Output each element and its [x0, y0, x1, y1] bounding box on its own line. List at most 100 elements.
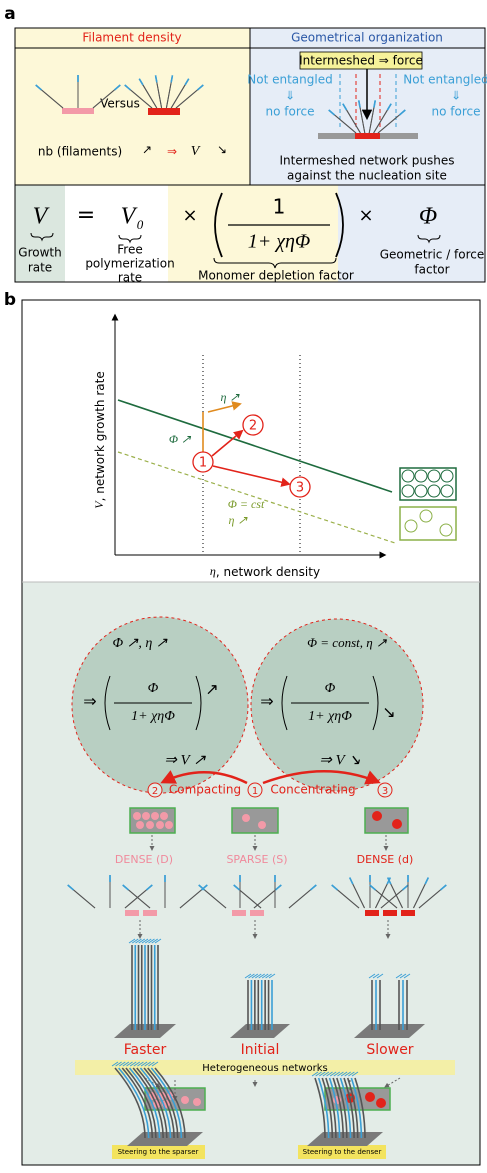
dot — [365, 1092, 375, 1102]
marker-label: 2 — [249, 419, 257, 434]
annotation: ⇓ — [451, 89, 461, 103]
caption: rate — [118, 271, 142, 285]
subscript: 0 — [137, 217, 144, 232]
annotation: no force — [432, 105, 481, 119]
path — [208, 404, 240, 412]
arrow: ↗ — [142, 143, 152, 157]
numerator: Φ — [325, 681, 336, 696]
state-name: DENSE (d) — [357, 853, 414, 866]
caption: against the nucleation site — [287, 169, 447, 183]
dot — [165, 821, 173, 829]
symbol: Φ — [419, 204, 437, 230]
header: Φ ↗, η ↗ — [112, 636, 167, 651]
implies: ⇒ — [260, 692, 273, 711]
x-label: , network density — [216, 565, 320, 579]
speed: Initial — [241, 1042, 280, 1058]
dot — [156, 821, 164, 829]
state-box — [365, 808, 408, 833]
operator: = — [77, 203, 95, 228]
caption: Growth — [18, 246, 61, 260]
x-axis-label: η, network density — [210, 564, 320, 579]
nucleation-site — [125, 910, 139, 916]
dot — [181, 1096, 189, 1104]
operator: × — [182, 205, 197, 226]
intermeshed: Intermeshed ⇒ force — [299, 54, 423, 68]
denominator: 1+ χηΦ — [248, 231, 310, 253]
y-label: , network growth rate — [93, 371, 107, 501]
path — [213, 466, 289, 484]
caption: Monomer depletion factor — [198, 269, 354, 283]
speed: Faster — [124, 1042, 167, 1058]
numerator: 1 — [273, 195, 286, 219]
caption: Geometric / force — [380, 248, 485, 262]
section-title: Filament density — [82, 31, 181, 45]
state-box — [232, 808, 278, 833]
annotation: no force — [266, 105, 315, 119]
annotation: η ↗ — [220, 390, 240, 404]
bg — [338, 185, 485, 282]
nucleation-site — [383, 910, 397, 916]
nb-text: nb (filaments) — [38, 145, 122, 159]
operator: × — [358, 205, 373, 226]
brace — [119, 235, 141, 242]
result: ⇒ V ↗ — [164, 752, 206, 768]
v-symbol: V — [191, 144, 201, 159]
dot — [258, 821, 266, 829]
nucleation-site — [148, 108, 180, 115]
transition-label: Concentrating — [270, 783, 355, 797]
numerator: Φ — [148, 681, 159, 696]
caption: factor — [414, 263, 449, 277]
steering: Steering to the denser — [303, 1148, 382, 1156]
marker-label: 3 — [382, 786, 388, 797]
denominator: 1+ χηΦ — [308, 709, 352, 724]
dot — [193, 1098, 201, 1106]
caption: Intermeshed network pushes — [280, 154, 455, 168]
caption: rate — [28, 261, 52, 275]
icon-box — [400, 507, 456, 540]
curve — [118, 400, 392, 492]
nucleation-site — [232, 910, 246, 916]
nucleation-site — [143, 910, 157, 916]
icon-box — [400, 468, 456, 500]
dot — [376, 1098, 386, 1108]
result: ⇒ V ↘ — [319, 752, 361, 768]
implies: ⇒ — [83, 692, 96, 711]
state-name: DENSE (D) — [115, 853, 173, 866]
dot — [133, 812, 141, 820]
speed: Slower — [366, 1042, 413, 1058]
annotation: Φ ↗ — [169, 432, 192, 446]
marker-label: 2 — [152, 786, 158, 797]
caption: polymerization — [85, 257, 174, 271]
annotation: ⇓ — [285, 89, 295, 103]
marker-label: 1 — [252, 786, 258, 797]
annotation: η ↗ — [228, 513, 248, 527]
nucleation-site — [355, 133, 380, 139]
marker-label: 1 — [199, 456, 207, 471]
trend: ↘ — [382, 703, 395, 722]
figure: a Filament density Geometrical organizat… — [0, 0, 487, 1173]
state-name: SPARSE (S) — [226, 853, 287, 866]
symbol: V — [121, 204, 138, 230]
versus: Versus — [100, 97, 140, 111]
nucleation-site — [250, 910, 264, 916]
denominator: 1+ χηΦ — [131, 709, 175, 724]
header: Φ = const, η ↗ — [307, 635, 387, 650]
marker-label: 3 — [296, 481, 304, 496]
steering: Steering to the sparser — [118, 1148, 199, 1156]
annotation: Φ = cst — [228, 497, 265, 511]
dot — [151, 812, 159, 820]
nucleation-site — [365, 910, 379, 916]
arrow: ↘ — [217, 143, 227, 157]
dot — [242, 814, 250, 822]
nucleation-site — [401, 910, 415, 916]
heterogeneous: Heterogeneous networks — [202, 1063, 327, 1074]
section-title: Geometrical organization — [291, 31, 443, 45]
caption: Free — [117, 243, 142, 257]
panel-label: a — [4, 4, 15, 24]
y-axis-label: V, network growth rate — [92, 371, 107, 508]
annotation: Not entangled — [247, 73, 332, 87]
symbol: V — [33, 204, 50, 230]
annotation: Not entangled — [403, 73, 487, 87]
dot — [146, 821, 154, 829]
dot — [136, 821, 144, 829]
